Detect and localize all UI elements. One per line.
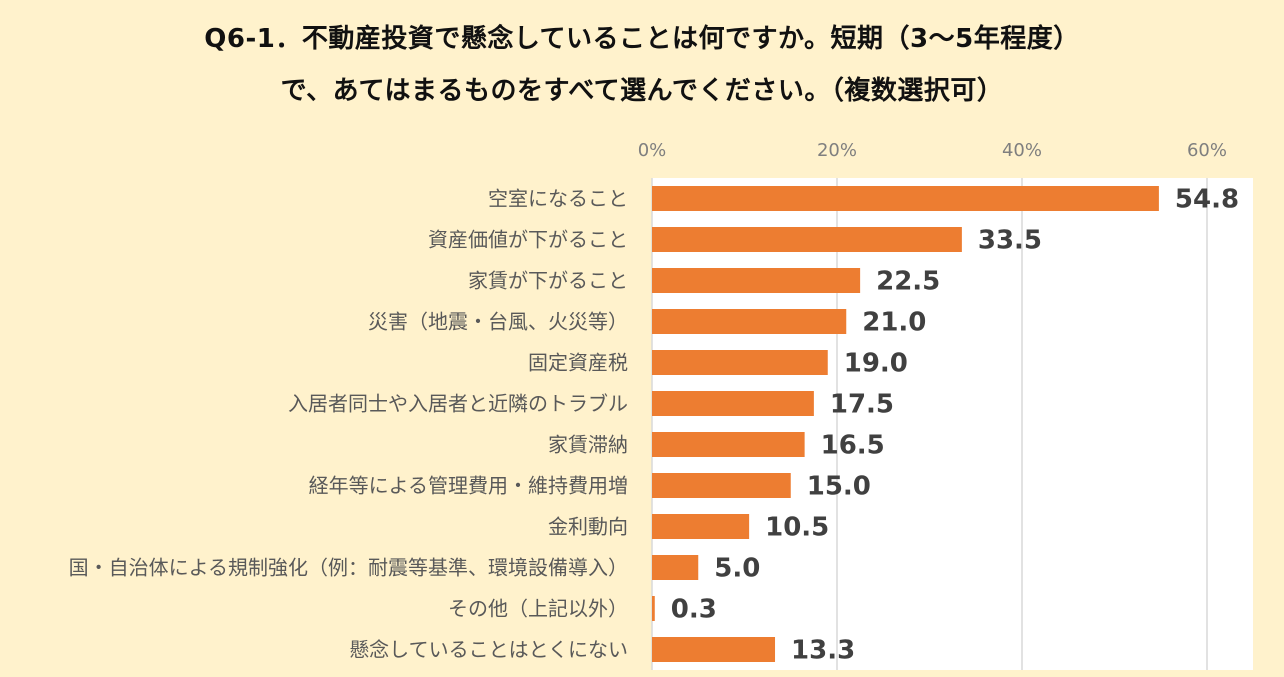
bar	[652, 309, 847, 334]
category-label: 空室になること	[488, 187, 628, 211]
data-label: 21.0	[862, 308, 926, 338]
bar	[652, 473, 791, 498]
x-tick-label: 40%	[1002, 140, 1042, 161]
category-label: 国・自治体による規制強化（例：耐震等基準、環境設備導入）	[69, 556, 628, 580]
data-label: 5.0	[714, 554, 760, 584]
bar	[652, 432, 805, 457]
data-label: 33.5	[978, 226, 1042, 256]
bars	[652, 186, 1159, 662]
data-label: 17.5	[830, 390, 894, 420]
category-label: 資産価値が下がること	[428, 228, 628, 252]
data-label: 19.0	[844, 349, 908, 379]
data-label: 10.5	[765, 513, 829, 543]
chart-title-line1: Q6-1．不動産投資で懸念していることは何ですか。短期（3～5年程度）	[204, 24, 1080, 54]
category-label: 懸念していることはとくにない	[349, 638, 628, 662]
gridlines	[651, 178, 1208, 670]
bar	[652, 227, 962, 252]
bar	[652, 555, 699, 580]
category-label: 経年等による管理費用・維持費用増	[309, 474, 628, 498]
x-tick-label: 20%	[817, 140, 857, 161]
bar	[652, 596, 655, 621]
category-label: その他（上記以外）	[448, 597, 628, 621]
data-label: 13.3	[791, 636, 855, 666]
bar	[652, 268, 861, 293]
category-label: 家賃が下がること	[468, 269, 628, 293]
bar	[652, 391, 814, 416]
bar	[652, 637, 776, 662]
category-label: 入居者同士や入居者と近隣のトラブル	[288, 392, 628, 416]
data-label: 15.0	[807, 472, 871, 502]
x-axis-ticks: 0% 20% 40% 60%	[638, 140, 1227, 161]
category-label: 災害（地震・台風、火災等）	[368, 310, 628, 334]
bar	[652, 514, 750, 539]
x-tick-label: 60%	[1187, 140, 1227, 161]
data-label: 22.5	[876, 267, 940, 297]
value-labels: 54.8 33.5 22.5 21.0 19.0 17.5 16.5 15.0 10.55.0 0…	[671, 185, 1239, 666]
data-label: 54.8	[1175, 185, 1239, 215]
x-tick-label: 0%	[638, 140, 667, 161]
bar	[652, 350, 828, 375]
category-label: 家賃滞納	[548, 433, 628, 457]
category-label: 固定資産税	[528, 351, 628, 375]
category-label: 金利動向	[548, 515, 628, 539]
data-label: 0.3	[671, 595, 717, 625]
data-label: 16.5	[821, 431, 885, 461]
plot-area	[652, 178, 1253, 670]
chart-title-line2: で、あてはまるものをすべて選んでください。（複数選択可）	[280, 76, 1004, 106]
bar	[652, 186, 1159, 211]
